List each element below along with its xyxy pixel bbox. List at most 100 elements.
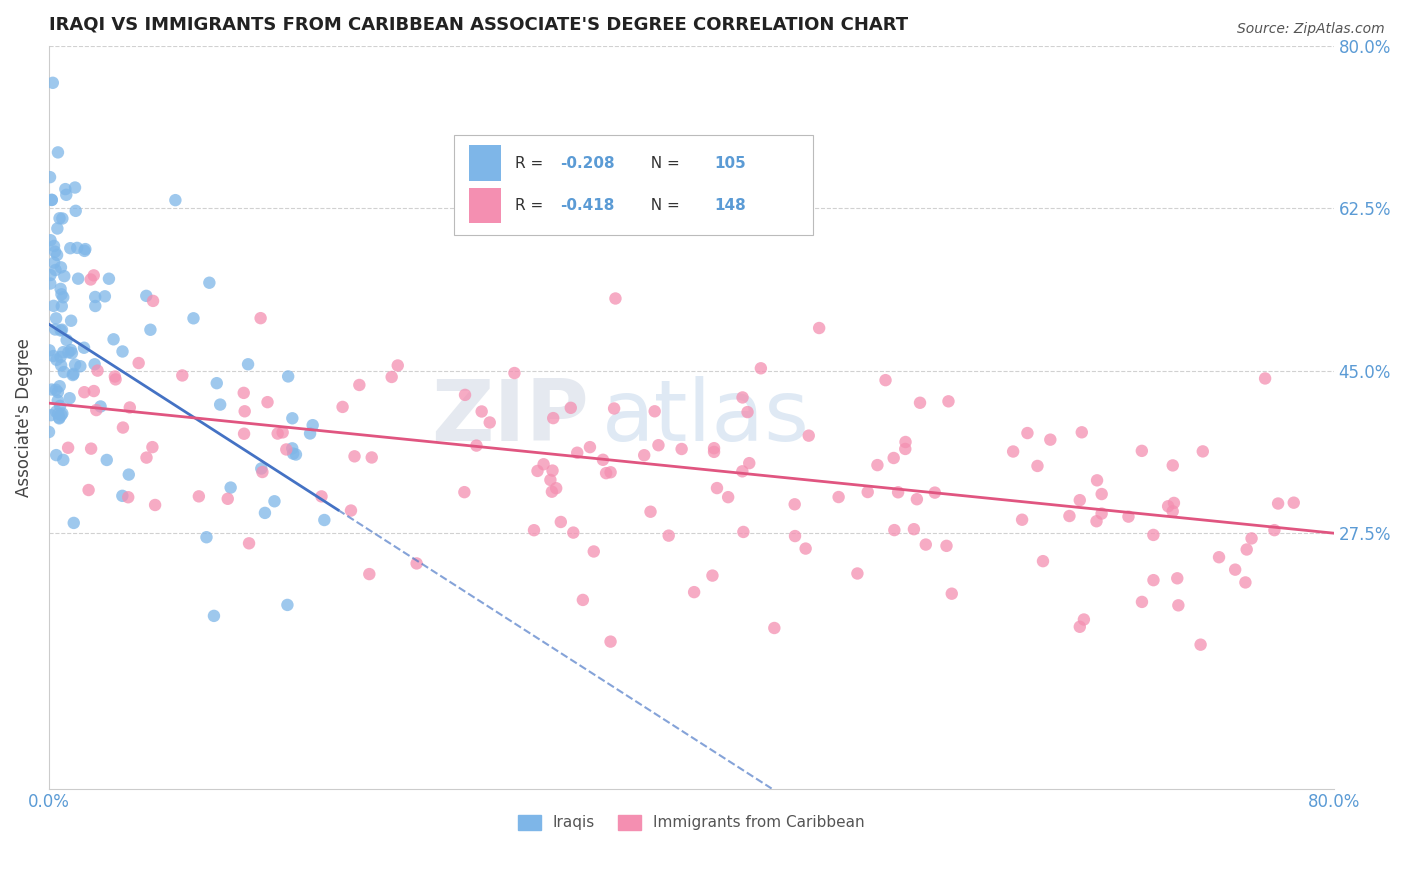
Point (49, 260, 72, 275)
Point (1142, 528, 1164, 542)
Point (41, 193, 63, 207)
Point (706, 481, 728, 495)
Point (103, 332, 125, 346)
Point (941, 587, 963, 601)
FancyBboxPatch shape (470, 187, 501, 223)
Point (1026, 458, 1049, 473)
Point (60, 314, 83, 328)
Point (523, 523, 546, 537)
Point (256, 395, 278, 409)
Point (595, 466, 617, 480)
Point (249, 311, 271, 326)
Point (51, 287, 73, 301)
Point (1161, 458, 1184, 473)
Point (1085, 514, 1108, 528)
Point (42, 76, 65, 90)
Point (143, 498, 166, 512)
Point (1142, 573, 1164, 587)
Point (301, 418, 323, 433)
Point (541, 464, 564, 478)
Point (77, 483, 100, 497)
Point (827, 490, 849, 504)
Point (202, 608, 225, 623)
Point (1091, 487, 1114, 501)
Text: atlas: atlas (602, 376, 810, 458)
Point (44, 255, 66, 269)
Point (84, 299, 107, 313)
Point (141, 440, 163, 454)
Point (52, 290, 75, 304)
Point (46, 248, 69, 262)
Point (1189, 638, 1212, 652)
Point (381, 370, 404, 384)
Point (271, 425, 294, 440)
Point (702, 568, 724, 582)
Point (1157, 500, 1180, 514)
Point (283, 447, 305, 461)
Point (1085, 473, 1108, 487)
Point (44, 244, 66, 259)
Point (644, 404, 666, 418)
Point (209, 398, 232, 412)
Point (1163, 496, 1185, 510)
Point (63, 358, 86, 372)
Y-axis label: Associate's Degree: Associate's Degree (15, 338, 32, 497)
Point (73, 341, 96, 355)
Point (671, 442, 693, 456)
Point (749, 361, 772, 376)
Point (45, 311, 67, 326)
Point (49, 350, 72, 364)
Point (45, 352, 67, 367)
Point (1130, 443, 1153, 458)
Point (733, 524, 755, 539)
Point (605, 292, 627, 306)
Point (546, 481, 568, 495)
Point (49, 324, 72, 338)
Point (39, 233, 62, 247)
Point (51, 406, 73, 420)
Point (94, 289, 117, 303)
Point (84, 403, 107, 417)
Point (73, 385, 96, 400)
Point (533, 457, 555, 471)
Point (1091, 507, 1114, 521)
Text: R =: R = (516, 155, 548, 170)
Point (332, 400, 354, 414)
Point (1130, 595, 1153, 609)
Point (172, 368, 194, 383)
Point (48, 411, 70, 425)
Point (59, 391, 82, 405)
Point (935, 539, 957, 553)
Point (53, 269, 76, 284)
Point (453, 485, 475, 500)
Point (38, 425, 60, 439)
Text: IRAQI VS IMMIGRANTS FROM CARIBBEAN ASSOCIATE'S DEGREE CORRELATION CHART: IRAQI VS IMMIGRANTS FROM CARIBBEAN ASSOC… (49, 15, 908, 33)
Point (471, 404, 494, 418)
Point (62, 368, 84, 382)
Point (1017, 425, 1039, 440)
Point (703, 441, 725, 455)
Point (883, 450, 905, 465)
Point (55, 187, 77, 202)
Point (62, 516, 84, 530)
Point (387, 359, 409, 373)
Point (250, 461, 273, 475)
Point (359, 567, 381, 582)
Point (541, 411, 564, 425)
Point (128, 356, 150, 370)
Point (1069, 620, 1091, 634)
Point (42, 349, 65, 363)
Point (1254, 371, 1277, 385)
Point (883, 523, 905, 537)
Point (658, 528, 681, 542)
Point (118, 401, 141, 415)
Point (66, 241, 89, 255)
Point (217, 491, 239, 506)
Point (39, 408, 62, 422)
Point (62, 367, 84, 381)
Point (45, 405, 67, 419)
Point (783, 529, 806, 543)
Point (49, 399, 72, 413)
Point (905, 492, 928, 507)
Point (703, 445, 725, 459)
